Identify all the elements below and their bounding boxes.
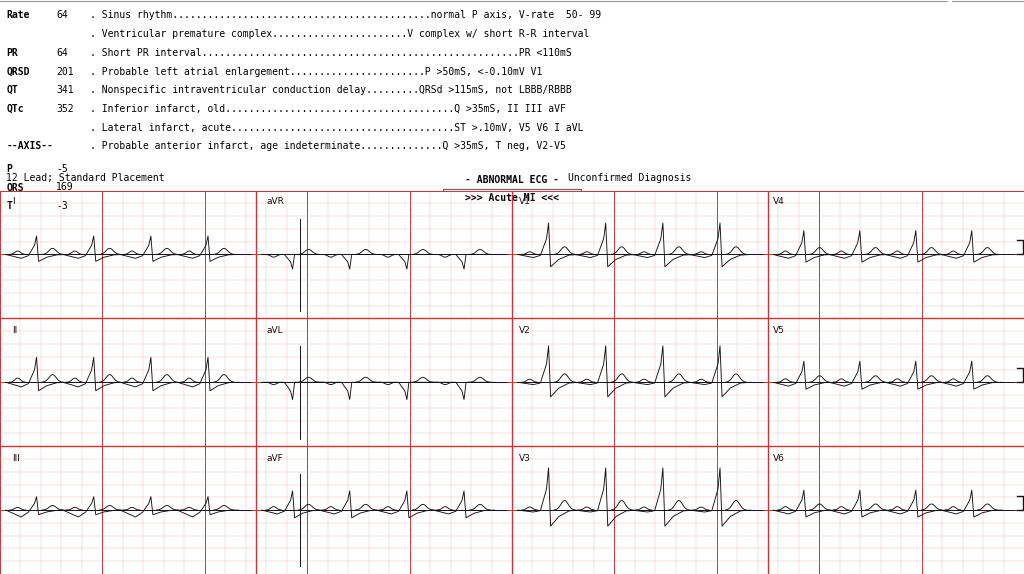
Text: QRS: QRS [6, 183, 24, 192]
Text: 169: 169 [56, 183, 74, 192]
Text: . Inferior infarct, old.......................................Q >35mS, II III aV: . Inferior infarct, old.................… [90, 104, 566, 114]
Text: 64: 64 [56, 48, 68, 58]
Text: 201: 201 [56, 67, 74, 76]
Text: I: I [12, 197, 15, 207]
Text: -5: -5 [56, 164, 68, 174]
Text: QTc: QTc [6, 104, 24, 114]
Text: . Nonspecific intraventricular conduction delay.........QRSd >115mS, not LBBB/RB: . Nonspecific intraventricular conductio… [90, 85, 571, 95]
Text: V4: V4 [773, 197, 784, 207]
Text: 12 Lead; Standard Placement: 12 Lead; Standard Placement [6, 173, 165, 183]
Text: --AXIS--: --AXIS-- [6, 141, 53, 151]
Text: . Probable left atrial enlargement.......................P >50mS, <-0.10mV V1: . Probable left atrial enlargement......… [90, 67, 543, 76]
Text: . Lateral infarct, acute......................................ST >.10mV, V5 V6 I: . Lateral infarct, acute................… [90, 122, 584, 133]
Text: Unconfirmed Diagnosis: Unconfirmed Diagnosis [568, 173, 691, 183]
Text: aVR: aVR [266, 197, 284, 207]
Text: V2: V2 [519, 325, 530, 335]
Text: . Sinus rhythm............................................normal P axis, V-rate : . Sinus rhythm..........................… [90, 10, 601, 21]
Text: PR: PR [6, 48, 17, 58]
Text: >>> Acute MI <<<: >>> Acute MI <<< [465, 193, 559, 203]
Text: -3: -3 [56, 201, 68, 211]
Text: V1: V1 [519, 197, 531, 207]
Text: II: II [12, 325, 17, 335]
Text: . Ventricular premature complex.......................V complex w/ short R-R int: . Ventricular premature complex.........… [90, 29, 590, 39]
Text: V5: V5 [773, 325, 785, 335]
Text: Rate: Rate [6, 10, 30, 21]
Text: 352: 352 [56, 104, 74, 114]
Text: QRSD: QRSD [6, 67, 30, 76]
Text: P: P [6, 164, 12, 174]
Text: aVL: aVL [266, 325, 283, 335]
Text: . Short PR interval......................................................PR <110: . Short PR interval.....................… [90, 48, 571, 58]
Bar [442, 189, 582, 211]
Text: III: III [12, 453, 20, 463]
Text: T: T [6, 201, 12, 211]
Text: V6: V6 [773, 453, 785, 463]
Text: . Probable anterior infarct, age indeterminate..............Q >35mS, T neg, V2-V: . Probable anterior infarct, age indeter… [90, 141, 566, 151]
Text: - ABNORMAL ECG -: - ABNORMAL ECG - [465, 175, 559, 185]
Text: V3: V3 [519, 453, 531, 463]
Text: 64: 64 [56, 10, 68, 21]
Text: 341: 341 [56, 85, 74, 95]
Text: QT: QT [6, 85, 17, 95]
Text: aVF: aVF [266, 453, 283, 463]
